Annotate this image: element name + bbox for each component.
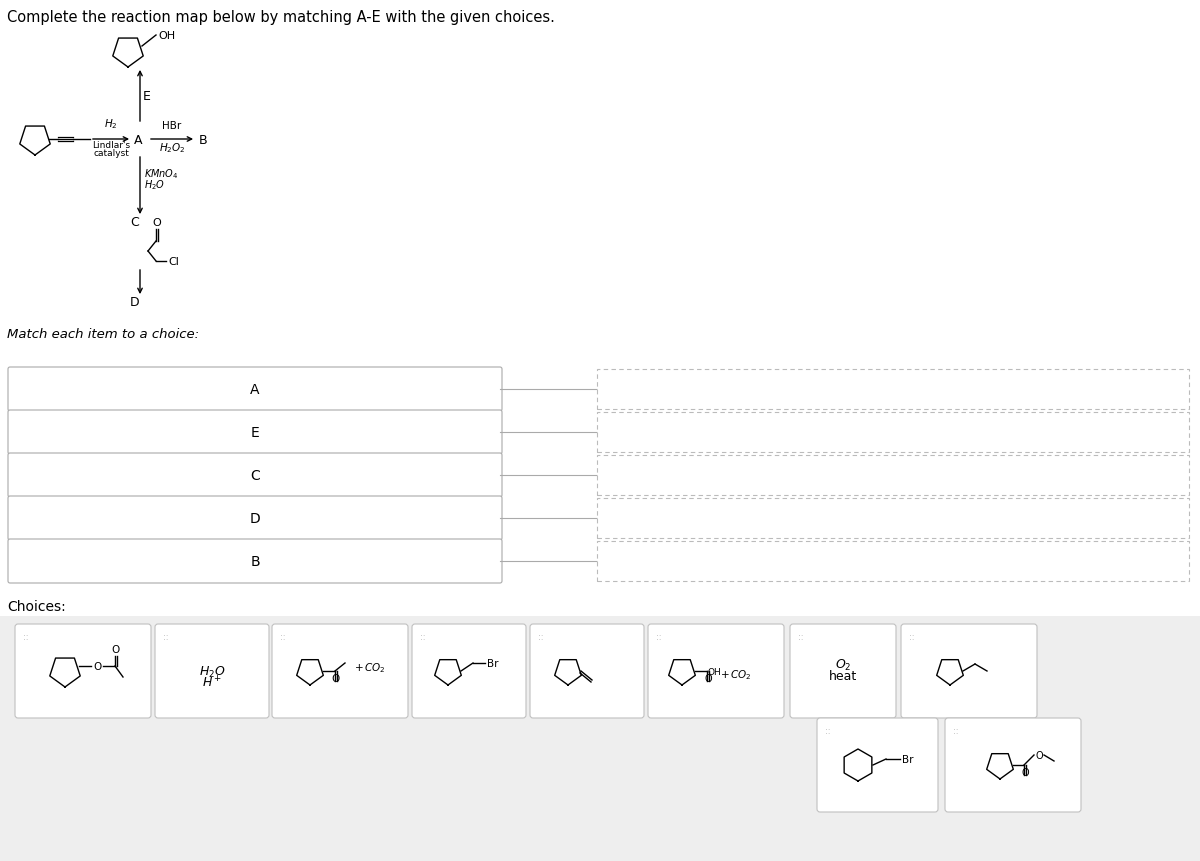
Text: $H_2$: $H_2$ (104, 117, 118, 131)
Text: Choices:: Choices: (7, 599, 66, 613)
Text: D: D (130, 296, 139, 309)
Text: ::: :: (420, 632, 426, 641)
Text: O: O (704, 673, 712, 684)
Text: $H_2O$: $H_2O$ (199, 664, 226, 678)
Text: heat: heat (829, 670, 857, 683)
Bar (598, 499, 1189, 538)
Bar (0, 616, 1200, 861)
Text: E: E (143, 90, 151, 102)
Text: ::: :: (798, 632, 804, 641)
Text: OH: OH (158, 31, 175, 41)
Text: B: B (250, 554, 260, 568)
FancyBboxPatch shape (8, 411, 502, 455)
Text: C: C (130, 216, 139, 229)
FancyBboxPatch shape (901, 624, 1037, 718)
Text: Br: Br (902, 754, 913, 764)
Text: Cl: Cl (168, 257, 179, 267)
Text: O: O (1034, 750, 1043, 760)
Text: ::: :: (163, 632, 168, 641)
Text: C: C (250, 468, 260, 482)
Text: ::: :: (826, 726, 830, 735)
FancyBboxPatch shape (946, 718, 1081, 812)
Text: A: A (251, 382, 259, 397)
Text: ::: :: (910, 632, 914, 641)
FancyBboxPatch shape (648, 624, 784, 718)
Bar (598, 455, 1189, 495)
FancyBboxPatch shape (8, 368, 502, 412)
Text: ::: :: (23, 632, 29, 641)
Text: OH: OH (708, 667, 721, 676)
Text: O: O (112, 644, 120, 654)
Text: $H_2O_2$: $H_2O_2$ (158, 141, 185, 155)
Text: O: O (94, 661, 101, 672)
FancyBboxPatch shape (412, 624, 526, 718)
Text: D: D (250, 511, 260, 525)
Text: O: O (332, 673, 340, 684)
Text: O: O (152, 218, 161, 228)
Bar (598, 542, 1189, 581)
Text: ::: :: (538, 632, 544, 641)
Text: E: E (251, 425, 259, 439)
Text: Complete the reaction map below by matching A-E with the given choices.: Complete the reaction map below by match… (7, 10, 554, 25)
Bar (598, 412, 1189, 453)
FancyBboxPatch shape (8, 454, 502, 498)
FancyBboxPatch shape (14, 624, 151, 718)
Text: Match each item to a choice:: Match each item to a choice: (7, 328, 199, 341)
FancyBboxPatch shape (155, 624, 269, 718)
Text: catalyst: catalyst (94, 149, 128, 158)
Text: A: A (134, 133, 143, 146)
Text: $+\,CO_2$: $+\,CO_2$ (354, 660, 385, 674)
FancyBboxPatch shape (8, 497, 502, 541)
FancyBboxPatch shape (817, 718, 938, 812)
Text: B: B (199, 133, 208, 146)
Text: Lindlar's: Lindlar's (92, 141, 130, 150)
Text: ::: :: (280, 632, 286, 641)
Text: $KMnO_4$: $KMnO_4$ (144, 167, 179, 181)
Text: ::: :: (656, 632, 661, 641)
Text: $H^+$: $H^+$ (202, 674, 222, 690)
Text: Br: Br (487, 659, 498, 668)
FancyBboxPatch shape (530, 624, 644, 718)
Text: $H_2O$: $H_2O$ (144, 178, 166, 192)
Bar (598, 369, 1189, 410)
Text: ::: :: (953, 726, 959, 735)
FancyBboxPatch shape (272, 624, 408, 718)
FancyBboxPatch shape (790, 624, 896, 718)
FancyBboxPatch shape (8, 539, 502, 583)
Text: $O_2$: $O_2$ (835, 657, 851, 672)
Text: $+\,CO_2$: $+\,CO_2$ (720, 667, 751, 681)
Text: HBr: HBr (162, 121, 181, 131)
Text: O: O (1021, 767, 1028, 777)
